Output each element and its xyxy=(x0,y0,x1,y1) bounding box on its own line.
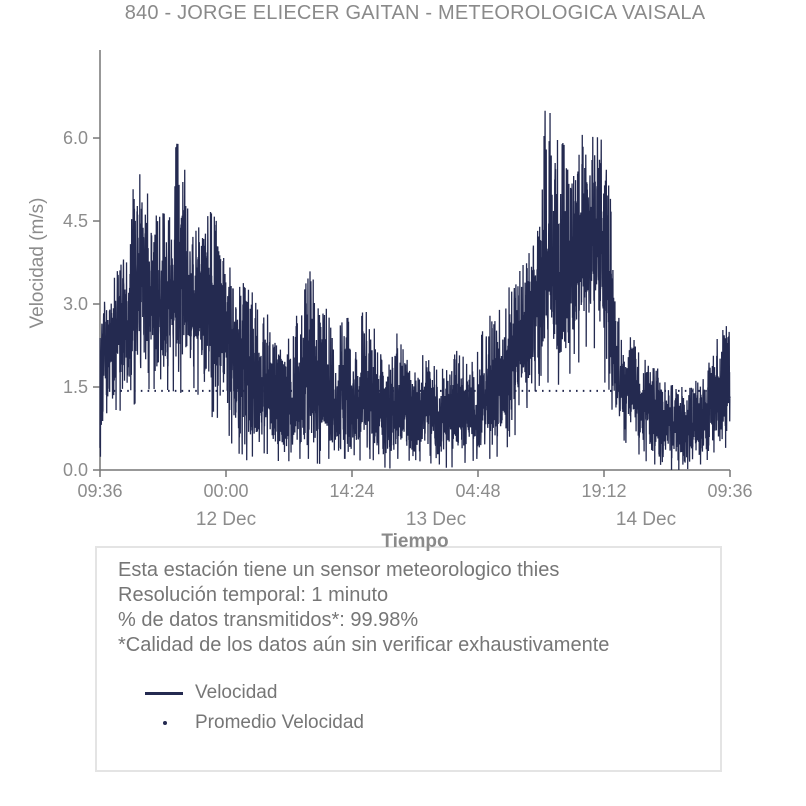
velocidad-line-swatch xyxy=(145,691,185,695)
legend-label-promedio-velocidad: Promedio Velocidad xyxy=(195,712,364,733)
x-tick-label: 14:24 xyxy=(329,481,374,501)
station-info-lines: Esta estación tiene un sensor meteorolog… xyxy=(97,548,720,658)
x-date-label: 12 Dec xyxy=(196,509,256,530)
legend-label-velocidad: Velocidad xyxy=(195,682,278,703)
x-tick-label: 09:36 xyxy=(707,481,752,501)
y-tick-label: 1.5 xyxy=(63,377,88,397)
legend-item-velocidad: Velocidad xyxy=(145,678,720,708)
velocidad-series-line xyxy=(99,110,731,471)
info-line-resolution: Resolución temporal: 1 minuto xyxy=(118,584,389,606)
x-tick-label: 00:00 xyxy=(203,481,248,501)
promedio-dot-swatch xyxy=(145,721,185,725)
x-tick-label: 19:12 xyxy=(581,481,626,501)
station-info-box: Esta estación tiene un sensor meteorolog… xyxy=(95,546,722,772)
chart-legend: Velocidad Promedio Velocidad xyxy=(97,678,720,738)
x-tick-label: 04:48 xyxy=(455,481,500,501)
dotted-line-icon xyxy=(163,721,167,725)
info-line-quality: *Calidad de los datos aún sin verificar … xyxy=(118,634,610,656)
legend-item-promedio-velocidad: Promedio Velocidad xyxy=(145,708,720,738)
y-tick-label: 4.5 xyxy=(63,211,88,231)
x-axis-label: Tiempo xyxy=(381,531,449,552)
x-date-label: 13 Dec xyxy=(406,509,466,530)
x-date-label: 14 Dec xyxy=(616,509,676,530)
info-line-transmitted: % de datos transmitidos*: 99.98% xyxy=(118,609,419,631)
y-tick-label: 0.0 xyxy=(63,460,88,480)
chart-title: 840 - JORGE ELIECER GAITAN - METEOROLOGI… xyxy=(124,2,706,24)
velocity-time-series-plot: 0.0 1.5 3.0 4.5 6.0 09:36 00:00 14:24 04:48 19:12… xyxy=(63,50,753,530)
y-tick-label: 6.0 xyxy=(63,128,88,148)
y-tick-label: 3.0 xyxy=(63,294,88,314)
info-line-sensor: Esta estación tiene un sensor meteorolog… xyxy=(118,559,560,581)
solid-line-icon xyxy=(145,691,183,695)
x-tick-label: 09:36 xyxy=(77,481,122,501)
